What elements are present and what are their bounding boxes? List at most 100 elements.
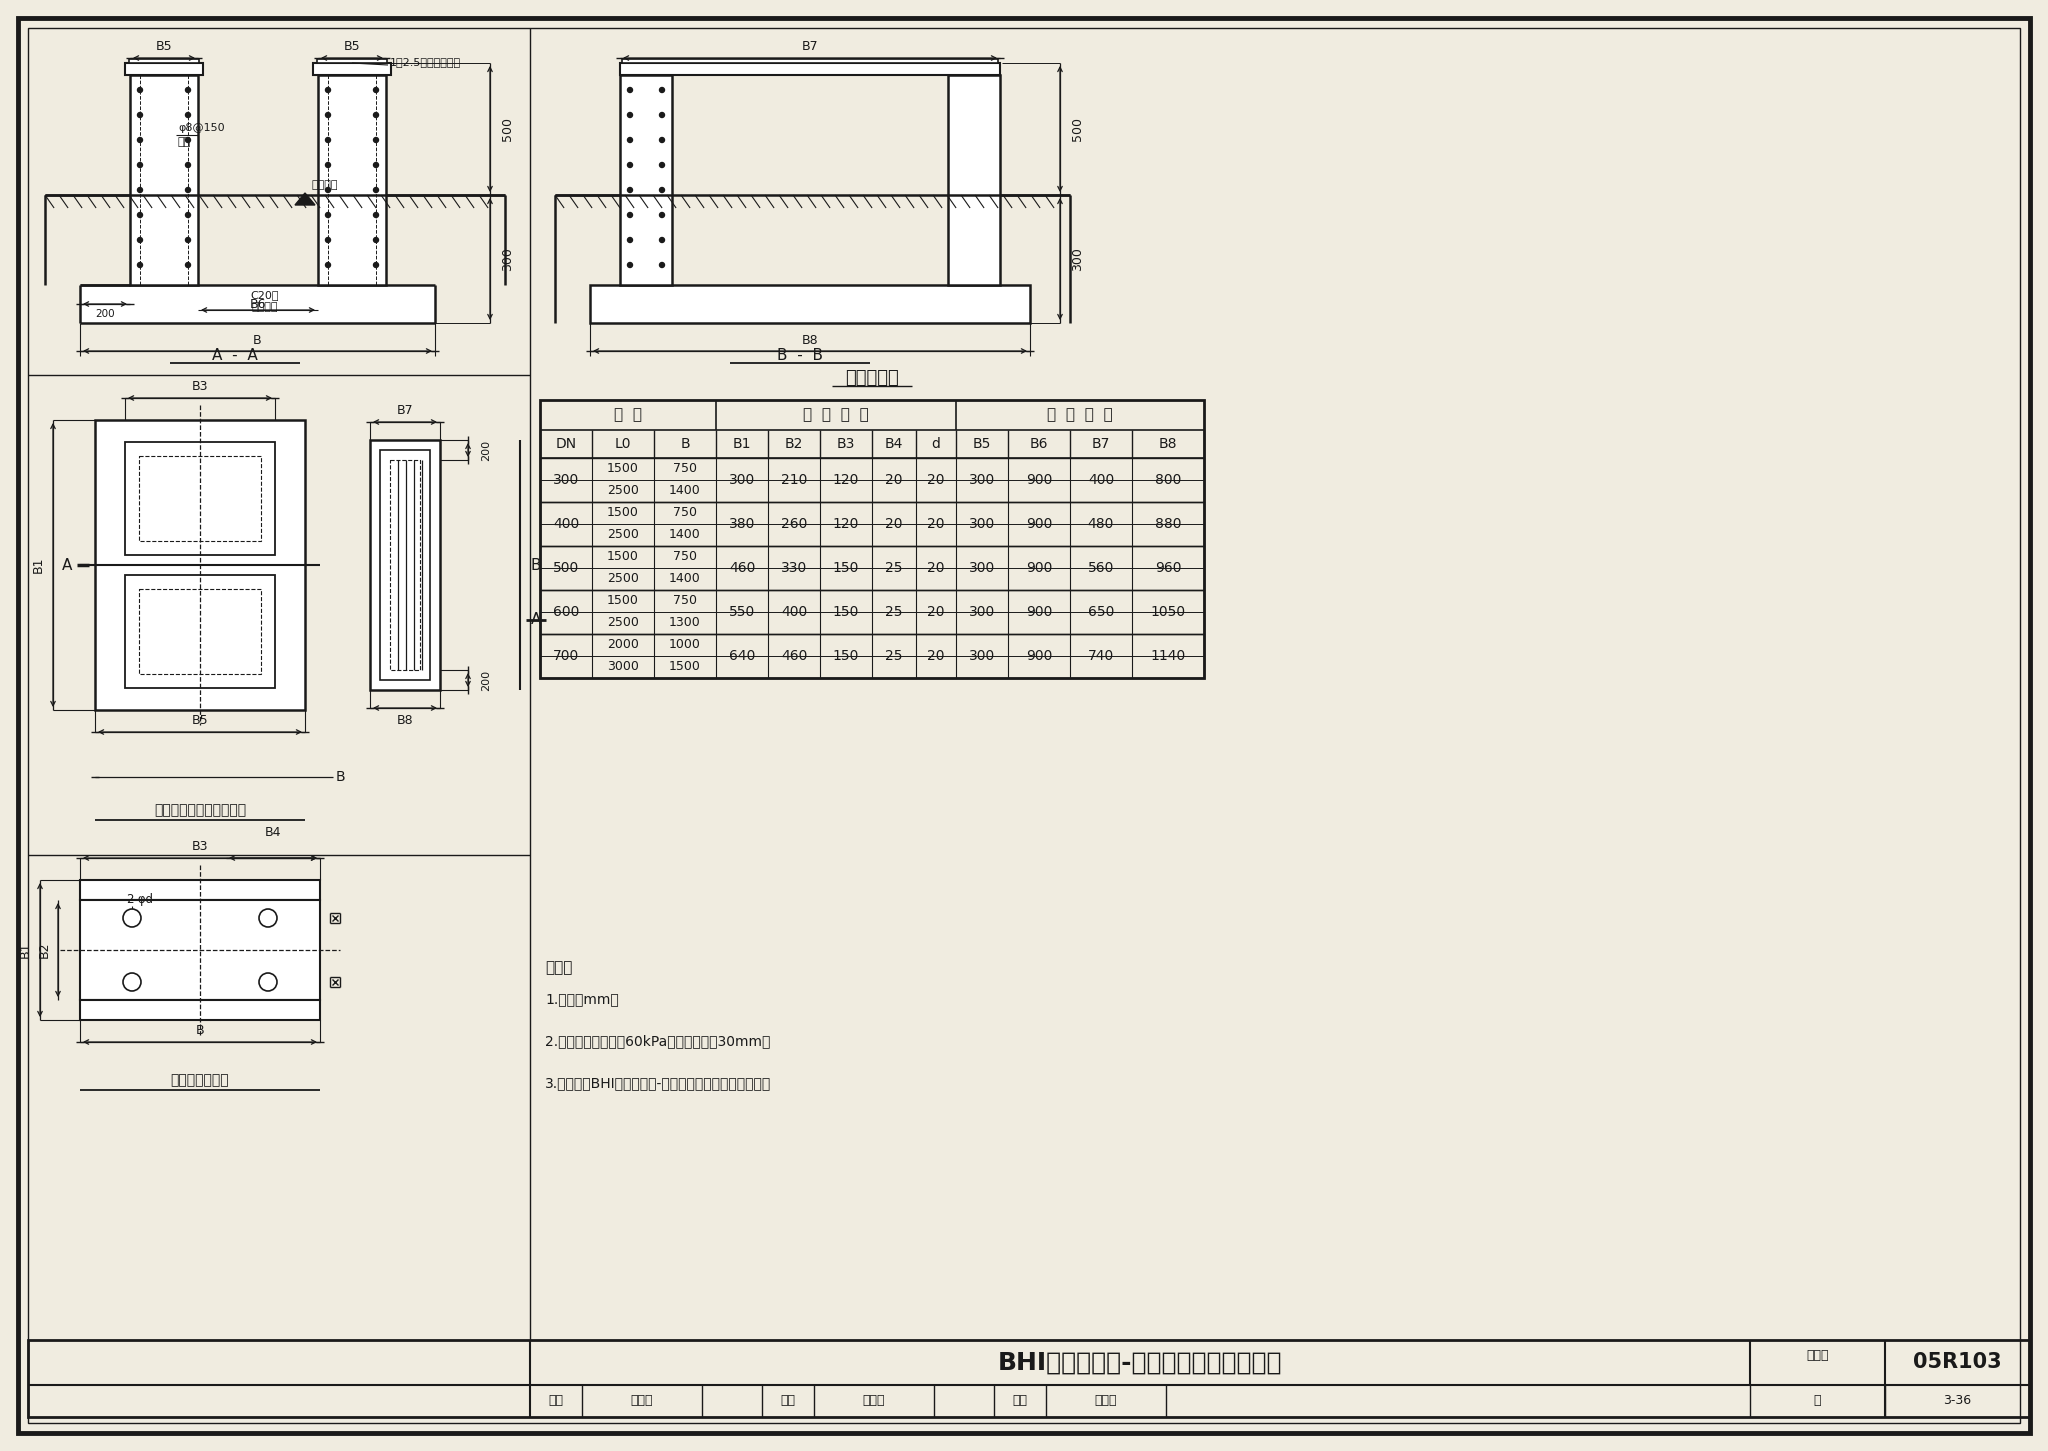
Text: 800: 800 [1155, 473, 1182, 488]
Text: B1: B1 [31, 557, 45, 573]
Circle shape [186, 187, 190, 193]
Text: 550: 550 [729, 605, 756, 620]
Text: 200: 200 [94, 309, 115, 319]
Circle shape [123, 974, 141, 991]
Text: A: A [61, 557, 72, 573]
Bar [389, 460, 420, 670]
Text: 740: 740 [1087, 649, 1114, 663]
Text: 基础垫层: 基础垫层 [252, 302, 279, 312]
Text: B3: B3 [193, 380, 209, 393]
Circle shape [326, 87, 330, 93]
Text: A  -  A: A - A [213, 347, 258, 363]
Circle shape [258, 974, 276, 991]
Text: 560: 560 [1087, 562, 1114, 575]
Text: 1300: 1300 [670, 617, 700, 630]
Text: 300: 300 [969, 473, 995, 488]
Bar [29, 1341, 2030, 1418]
Bar [541, 546, 1204, 591]
Text: 1400: 1400 [670, 528, 700, 541]
Text: 20: 20 [928, 605, 944, 620]
Circle shape [659, 87, 664, 93]
Bar [129, 75, 199, 284]
Circle shape [137, 263, 143, 267]
Text: 审核: 审核 [549, 1394, 563, 1407]
Text: B: B [530, 557, 541, 573]
Circle shape [326, 187, 330, 193]
Text: 600: 600 [553, 605, 580, 620]
Text: B4: B4 [264, 826, 281, 839]
Bar [541, 400, 1204, 678]
Text: 3000: 3000 [606, 660, 639, 673]
Circle shape [373, 187, 379, 193]
Circle shape [373, 163, 379, 167]
Circle shape [258, 908, 276, 927]
Bar [139, 589, 260, 675]
Text: 500: 500 [553, 562, 580, 575]
Text: 300: 300 [969, 649, 995, 663]
Circle shape [627, 212, 633, 218]
Text: 750: 750 [674, 463, 696, 476]
Bar [313, 62, 391, 75]
Text: B5: B5 [156, 41, 172, 54]
Text: 900: 900 [1026, 517, 1053, 531]
Text: B7: B7 [801, 41, 819, 54]
Bar [541, 502, 1204, 546]
Text: B7: B7 [1092, 437, 1110, 451]
Text: 基  础  尺  寸: 基 础 尺 寸 [1047, 408, 1112, 422]
Circle shape [627, 187, 633, 193]
Circle shape [137, 138, 143, 142]
Text: φ8@150: φ8@150 [178, 123, 225, 133]
Text: B3: B3 [838, 437, 856, 451]
Circle shape [627, 163, 633, 167]
Circle shape [627, 138, 633, 142]
Text: 1500: 1500 [606, 506, 639, 519]
Text: 20: 20 [885, 473, 903, 488]
Bar [125, 443, 274, 554]
Circle shape [627, 87, 633, 93]
Circle shape [186, 138, 190, 142]
Circle shape [627, 113, 633, 118]
Circle shape [186, 163, 190, 167]
Text: 1.单位：mm。: 1.单位：mm。 [545, 992, 618, 1006]
Text: 20: 20 [885, 517, 903, 531]
Text: 900: 900 [1026, 473, 1053, 488]
Text: B5: B5 [193, 714, 209, 727]
Text: 20: 20 [928, 517, 944, 531]
Text: 室内地坪: 室内地坪 [311, 180, 338, 190]
Circle shape [659, 263, 664, 267]
Text: B: B [336, 770, 344, 784]
Text: L0: L0 [614, 437, 631, 451]
Bar [125, 575, 274, 688]
Text: 图集号: 图集号 [1806, 1349, 1829, 1362]
Circle shape [137, 163, 143, 167]
Text: 侯大辉: 侯大辉 [1096, 1394, 1118, 1407]
Text: 460: 460 [780, 649, 807, 663]
Text: B1: B1 [733, 437, 752, 451]
Text: 300: 300 [502, 247, 514, 271]
Text: 120: 120 [834, 473, 860, 488]
Text: 教  座  尺  寸: 教 座 尺 寸 [803, 408, 868, 422]
Text: 300: 300 [969, 605, 995, 620]
Circle shape [326, 138, 330, 142]
Text: 换热器教座尺寸: 换热器教座尺寸 [170, 1072, 229, 1087]
Circle shape [627, 238, 633, 242]
Text: B2: B2 [784, 437, 803, 451]
Circle shape [326, 163, 330, 167]
Text: B8: B8 [1159, 437, 1178, 451]
Text: 2.地基承载力不小于60kPa。钢筋保护层30mm。: 2.地基承载力不小于60kPa。钢筋保护层30mm。 [545, 1035, 770, 1048]
Text: 设计: 设计 [1012, 1394, 1028, 1407]
Text: B5: B5 [973, 437, 991, 451]
Bar [381, 450, 430, 681]
Text: B5: B5 [344, 41, 360, 54]
Text: 1500: 1500 [670, 660, 700, 673]
Circle shape [627, 263, 633, 267]
Bar [541, 591, 1204, 634]
Circle shape [373, 263, 379, 267]
Text: B: B [680, 437, 690, 451]
Bar [621, 62, 999, 75]
Text: 董乐义: 董乐义 [631, 1394, 653, 1407]
Text: B4: B4 [885, 437, 903, 451]
Bar [80, 879, 319, 900]
Circle shape [373, 87, 379, 93]
Bar [948, 75, 999, 284]
